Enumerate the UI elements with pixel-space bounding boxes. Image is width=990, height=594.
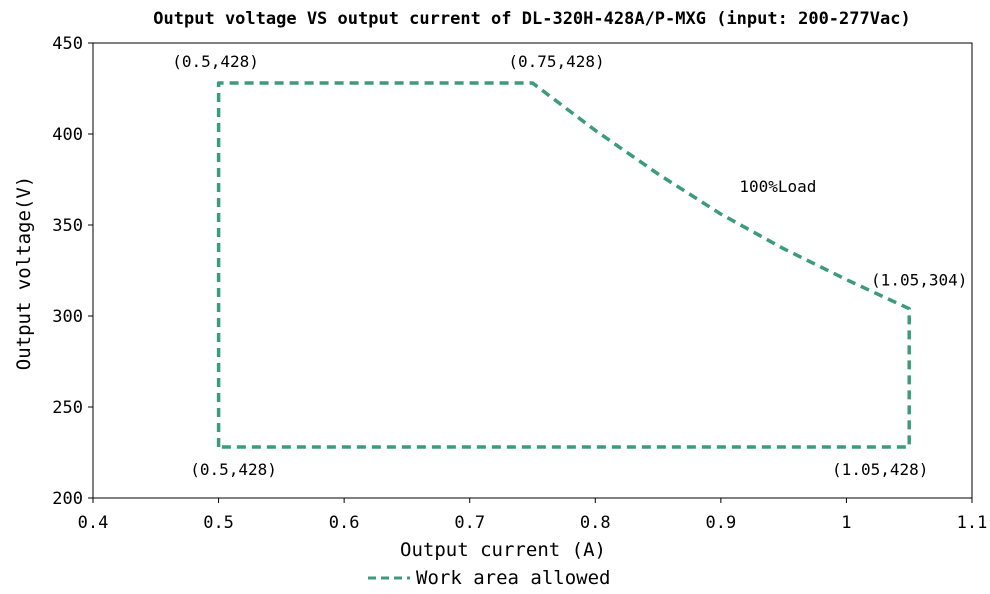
y-tick-label: 450 <box>52 34 83 54</box>
annotation-layer: (0.5,428) (0.75,428) 100%Load (1.05,304) (0.… <box>172 52 967 479</box>
legend-label: Work area allowed <box>416 567 610 589</box>
x-axis-ticks: 0.4 0.5 0.6 0.7 0.8 0.9 1 1.1 <box>78 498 988 533</box>
x-tick-label: 1 <box>841 513 851 533</box>
x-tick-label: 1.1 <box>957 513 988 533</box>
y-axis-ticks: 200 250 300 350 400 450 <box>52 34 93 509</box>
x-tick-label: 0.6 <box>329 513 360 533</box>
y-axis-label: Output voltage(V) <box>13 176 35 370</box>
annotation-label: (0.75,428) <box>508 52 604 71</box>
y-tick-label: 200 <box>52 489 83 509</box>
series-layer <box>216 81 911 449</box>
x-tick-label: 0.7 <box>454 513 485 533</box>
x-tick-label: 0.8 <box>580 513 611 533</box>
annotation-label: (1.05,428) <box>832 460 928 479</box>
y-tick-label: 250 <box>52 398 83 418</box>
x-axis-label: Output current (A) <box>400 539 606 561</box>
y-tick-label: 350 <box>52 216 83 236</box>
chart-title: Output voltage VS output current of DL-3… <box>153 9 910 29</box>
x-tick-label: 0.5 <box>203 513 234 533</box>
series-line-work-area <box>216 81 911 449</box>
x-tick-label: 0.4 <box>78 513 109 533</box>
plot-area-frame <box>92 42 973 499</box>
y-tick-label: 400 <box>52 125 83 145</box>
y-tick-label: 300 <box>52 307 83 327</box>
annotation-label: (0.5,428) <box>190 460 277 479</box>
annotation-label: (1.05,304) <box>871 271 967 290</box>
annotation-label: 100%Load <box>739 177 816 196</box>
annotation-label: (0.5,428) <box>172 52 259 71</box>
x-tick-label: 0.9 <box>705 513 736 533</box>
legend: Work area allowed <box>368 567 610 589</box>
